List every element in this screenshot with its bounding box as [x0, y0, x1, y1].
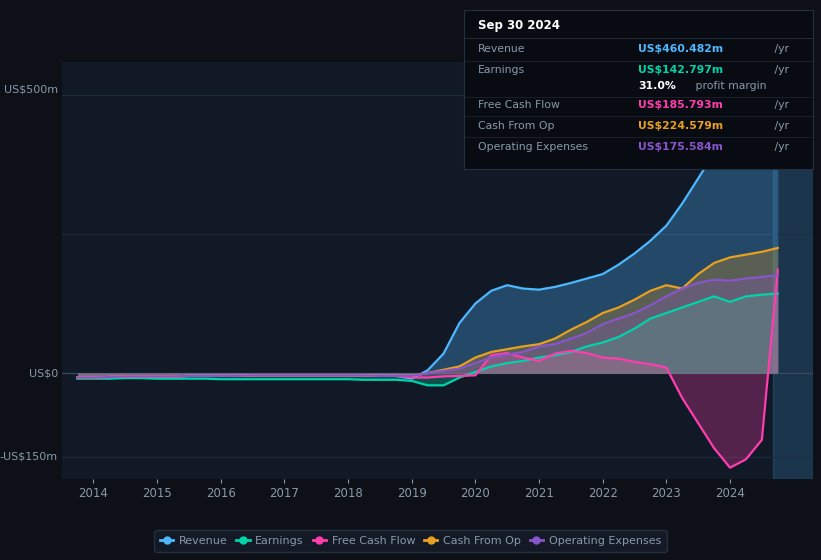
- Text: Sep 30 2024: Sep 30 2024: [478, 19, 560, 32]
- Text: Revenue: Revenue: [478, 44, 525, 54]
- Text: Cash From Op: Cash From Op: [478, 121, 554, 131]
- Text: Free Cash Flow: Free Cash Flow: [478, 100, 560, 110]
- Text: /yr: /yr: [771, 142, 789, 152]
- Text: Earnings: Earnings: [478, 65, 525, 75]
- Text: /yr: /yr: [771, 121, 789, 131]
- Text: 31.0%: 31.0%: [639, 81, 677, 91]
- Text: US$500m: US$500m: [3, 85, 57, 95]
- Text: /yr: /yr: [771, 44, 789, 54]
- Text: /yr: /yr: [771, 65, 789, 75]
- Text: /yr: /yr: [771, 100, 789, 110]
- Text: US$142.797m: US$142.797m: [639, 65, 723, 75]
- Legend: Revenue, Earnings, Free Cash Flow, Cash From Op, Operating Expenses: Revenue, Earnings, Free Cash Flow, Cash …: [154, 530, 667, 552]
- Text: US$224.579m: US$224.579m: [639, 121, 723, 131]
- Text: -US$150m: -US$150m: [0, 451, 57, 461]
- Text: Operating Expenses: Operating Expenses: [478, 142, 588, 152]
- Text: US$185.793m: US$185.793m: [639, 100, 723, 110]
- Text: profit margin: profit margin: [692, 81, 767, 91]
- Text: US$460.482m: US$460.482m: [639, 44, 723, 54]
- Bar: [773, 62, 813, 479]
- Text: US$175.584m: US$175.584m: [639, 142, 723, 152]
- Text: US$0: US$0: [29, 368, 57, 378]
